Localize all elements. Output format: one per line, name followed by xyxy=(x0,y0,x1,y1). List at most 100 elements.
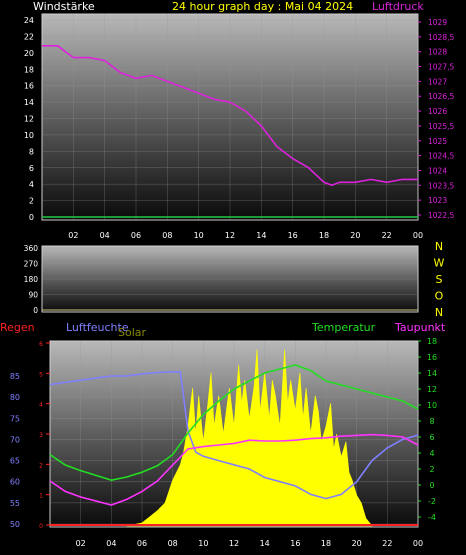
dewpoint-line xyxy=(49,433,419,506)
tick-label-time: 10 xyxy=(198,539,208,548)
direction-letter: N xyxy=(435,240,443,253)
tick-label-humidity: 60 xyxy=(10,478,20,487)
tick-label-wind: 16 xyxy=(24,82,34,91)
tick-label-time: 18 xyxy=(319,231,329,240)
tick-label-rain: 6 xyxy=(39,341,43,348)
tick-label-wind: 18 xyxy=(24,65,34,74)
pressure-line xyxy=(42,45,418,187)
tick-label-time: 00 xyxy=(413,539,423,548)
legend-humidity: Luftfeuchte xyxy=(66,321,129,334)
tick-label-wind: 2 xyxy=(29,197,34,206)
tick-label-temperature: 18 xyxy=(427,337,437,346)
tick-label-direction: 360 xyxy=(24,244,39,253)
tick-label-pressure: 1027 xyxy=(428,77,447,86)
tick-label-time: 08 xyxy=(162,231,172,240)
tick-label-temperature: 6 xyxy=(429,433,434,442)
tick-label-humidity: 70 xyxy=(10,435,20,444)
tick-label-time: 16 xyxy=(288,231,298,240)
tick-label-pressure: 1027,5 xyxy=(428,63,454,72)
tick-label-temperature: 12 xyxy=(427,385,437,394)
tick-label-pressure: 1026 xyxy=(428,107,447,116)
tick-label-time: 10 xyxy=(194,231,204,240)
tick-label-wind: 8 xyxy=(29,147,34,156)
tick-label-time: 02 xyxy=(76,539,86,548)
direction-letter: W xyxy=(434,257,445,270)
tick-label-time: 18 xyxy=(321,539,331,548)
legend-rain: Regen xyxy=(0,321,35,334)
chart-title: 24 hour graph day : Mai 04 2024 xyxy=(172,0,353,13)
tick-label-rain: 3 xyxy=(39,432,43,439)
legend-temperature: Temperatur xyxy=(311,321,376,334)
tick-label-rain: 0 xyxy=(39,523,43,530)
tick-label-temperature: 4 xyxy=(429,449,434,458)
legend-solar: Solar xyxy=(118,326,147,339)
tick-label-temperature: 2 xyxy=(429,465,434,474)
tick-label-time: 22 xyxy=(382,539,392,548)
tick-label-wind: 6 xyxy=(29,164,34,173)
tick-label-time: 20 xyxy=(352,539,362,548)
tick-label-wind: 10 xyxy=(24,131,34,140)
tick-label-temperature: -4 xyxy=(428,513,436,522)
tick-label-time: 14 xyxy=(256,231,266,240)
tick-label-wind: 12 xyxy=(24,115,34,124)
tick-label-rain: 1 xyxy=(39,493,43,500)
direction-letter: N xyxy=(435,306,443,319)
wind-axis-label: Windstärke xyxy=(33,0,95,13)
humidity-line xyxy=(49,371,419,500)
tick-label-wind: 4 xyxy=(29,180,34,189)
tick-label-time: 04 xyxy=(106,539,116,548)
direction-letter: O xyxy=(435,290,444,303)
tick-label-temperature: 8 xyxy=(429,417,434,426)
tick-label-pressure: 1028 xyxy=(428,48,447,57)
tick-label-time: 06 xyxy=(137,539,147,548)
pressure-axis-label: Luftdruck xyxy=(372,0,424,13)
chart-marks: 24222018161412108642010291028,510281027,… xyxy=(10,14,454,548)
tick-label-time: 22 xyxy=(382,231,392,240)
tick-label-pressure: 1028,5 xyxy=(428,33,454,42)
tick-label-humidity: 65 xyxy=(10,457,20,466)
tick-label-time: 20 xyxy=(350,231,360,240)
tick-label-humidity: 50 xyxy=(10,520,20,529)
tick-label-direction: 0 xyxy=(33,306,38,315)
tick-label-temperature: -2 xyxy=(428,497,436,506)
tick-label-pressure: 1024 xyxy=(428,166,447,175)
tick-label-temperature: 16 xyxy=(427,353,437,362)
tick-label-pressure: 1025,5 xyxy=(428,122,454,131)
tick-label-pressure: 1026,5 xyxy=(428,92,454,101)
tick-label-rain: 2 xyxy=(39,462,43,469)
tick-label-wind: 24 xyxy=(24,16,34,25)
tick-label-temperature: 10 xyxy=(427,401,437,410)
tick-label-pressure: 1025 xyxy=(428,137,447,146)
legend-dewpoint: Taupunkt xyxy=(394,321,446,334)
tick-label-wind: 0 xyxy=(29,213,34,222)
tick-label-humidity: 80 xyxy=(10,393,20,402)
tick-label-direction: 90 xyxy=(28,291,38,300)
temperature-line xyxy=(49,364,419,482)
tick-label-temperature: 14 xyxy=(427,369,437,378)
tick-label-time: 08 xyxy=(168,539,178,548)
tick-label-direction: 270 xyxy=(24,260,39,269)
tick-label-wind: 20 xyxy=(24,49,34,58)
tick-label-time: 02 xyxy=(68,231,78,240)
tick-label-time: 16 xyxy=(290,539,300,548)
tick-label-time: 12 xyxy=(225,231,235,240)
tick-label-humidity: 75 xyxy=(10,414,20,423)
tick-label-pressure: 1022,5 xyxy=(428,211,454,220)
tick-label-direction: 180 xyxy=(24,275,39,284)
tick-label-wind: 22 xyxy=(24,32,34,41)
tick-label-time: 14 xyxy=(260,539,270,548)
tick-label-pressure: 1024,5 xyxy=(428,152,454,161)
tick-label-humidity: 85 xyxy=(10,372,20,381)
tick-label-time: 04 xyxy=(100,231,110,240)
tick-label-wind: 14 xyxy=(24,98,34,107)
tick-label-time: 00 xyxy=(413,231,423,240)
tick-label-rain: 5 xyxy=(39,371,43,378)
direction-letter: S xyxy=(436,273,443,286)
tick-label-pressure: 1029 xyxy=(428,18,447,27)
tick-label-rain: 4 xyxy=(39,402,43,409)
tick-label-time: 12 xyxy=(229,539,239,548)
tick-label-humidity: 55 xyxy=(10,499,20,508)
tick-label-time: 06 xyxy=(131,231,141,240)
